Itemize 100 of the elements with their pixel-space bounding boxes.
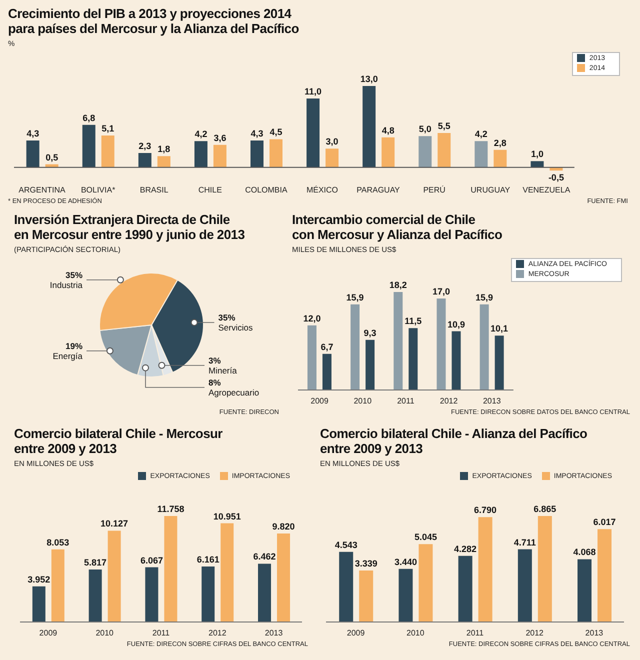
data-label: 6.017: [593, 517, 616, 528]
data-label: 10.127: [100, 518, 128, 529]
data-label: 5,5: [438, 120, 450, 131]
slice-label: Agropecuario: [208, 387, 260, 398]
data-label: 9,3: [364, 328, 376, 338]
data-label: 3.440: [394, 556, 417, 567]
bar: [108, 530, 121, 622]
data-label: -0,5: [548, 172, 564, 183]
data-label: 2,8: [494, 138, 506, 148]
bar: [418, 136, 432, 168]
slice-label: Energía: [52, 350, 83, 361]
data-label: 3,6: [214, 132, 226, 143]
bar: [494, 150, 507, 168]
data-label: 35%: [65, 270, 83, 280]
data-label: 3%: [208, 355, 222, 366]
data-label: 5,0: [418, 124, 432, 134]
bar: [394, 292, 403, 390]
data-label: 17,0: [432, 286, 450, 296]
bar: [270, 139, 282, 168]
bar: [458, 556, 472, 622]
bar: [194, 141, 208, 168]
data-label: 6.865: [534, 504, 556, 514]
slice-label: Industria: [50, 280, 83, 290]
data-label: 3.952: [28, 574, 50, 584]
data-label: 3.339: [354, 558, 378, 568]
bar: [32, 586, 46, 622]
data-label: 4.068: [573, 547, 596, 558]
bar: [366, 340, 375, 390]
bar: [438, 132, 451, 168]
data-label: 4,2: [474, 129, 488, 140]
x-tick-label: MÉXICO: [306, 186, 338, 195]
data-label: 11,0: [304, 86, 322, 97]
data-label: 18,2: [389, 280, 407, 290]
x-tick-label: 2013: [264, 628, 284, 638]
bar: [359, 570, 374, 622]
bar: [339, 552, 354, 622]
data-label: 11.758: [157, 504, 184, 514]
data-label: 10,1: [490, 324, 508, 334]
x-tick-label: PARAGUAY: [356, 186, 401, 195]
data-label: 35%: [218, 312, 236, 323]
bar: [213, 144, 226, 168]
bar: [145, 567, 158, 622]
x-tick-label: 2012: [208, 628, 227, 638]
slice-label: Servicios: [218, 322, 253, 333]
data-label: 10.951: [213, 511, 241, 522]
data-label: 11,5: [404, 316, 422, 326]
data-label: 4,8: [382, 125, 394, 136]
x-tick-label: PERÚ: [423, 186, 446, 195]
data-label: 6,8: [82, 112, 96, 123]
bar: [82, 124, 96, 168]
data-label: 13,0: [360, 74, 378, 84]
data-label: 2,3: [138, 141, 152, 152]
data-label: 9.820: [272, 521, 295, 532]
data-label: 6,7: [320, 342, 334, 352]
bar: [408, 328, 418, 390]
x-tick-label: 2011: [466, 628, 484, 638]
bar: [307, 325, 316, 390]
bar: [436, 298, 446, 390]
data-label: 5.817: [84, 558, 107, 568]
data-label: 19%: [65, 340, 83, 351]
bar: [598, 529, 612, 622]
data-label: 12,0: [303, 313, 321, 324]
chart-title: Comercio bilateral Chile - Mercosur entre 2009 y 2013: [14, 426, 224, 456]
bar: [250, 140, 264, 168]
bar: [164, 516, 178, 622]
bar: [452, 331, 461, 390]
data-label: 15,9: [346, 292, 364, 302]
data-label: 5.045: [414, 532, 437, 542]
bar: [138, 153, 152, 168]
data-label: 1,0: [530, 149, 544, 160]
bar: [480, 304, 489, 390]
x-tick-label: 2010: [96, 628, 114, 638]
bar: [518, 549, 532, 622]
data-label: 8%: [208, 377, 222, 388]
x-tick-label: VENEZUELA: [522, 186, 571, 195]
data-label: 3,0: [326, 136, 338, 147]
bar: [101, 135, 114, 168]
data-label: 6.790: [474, 505, 497, 516]
data-label: 4.282: [454, 544, 477, 554]
bar: [418, 544, 433, 622]
bar: [538, 516, 552, 622]
data-label: 4,5: [270, 127, 282, 138]
bar: [478, 517, 492, 622]
data-label: 8.053: [46, 537, 70, 548]
chart-title: Intercambio comercial de Chile con Mercosur y Alianza del Pacífico: [292, 212, 504, 242]
chart-title: Crecimiento del PIB a 2013 y proyecciones 2014 para países del Mercosur y la Alianza del Pacífico: [8, 6, 300, 36]
x-tick-label: CHILE: [198, 186, 222, 195]
bar: [398, 568, 413, 622]
data-label: 0,5: [46, 152, 58, 162]
x-tick-label: 2011: [152, 628, 170, 638]
data-label: 10,9: [447, 319, 465, 330]
data-label: 4.543: [334, 540, 358, 550]
data-label: 4.711: [514, 537, 536, 548]
data-label: 4,2: [194, 129, 208, 140]
data-label: 6.161: [196, 554, 220, 564]
bar: [258, 564, 272, 622]
x-tick-label: COLOMBIA: [245, 186, 288, 195]
x-tick-label: 2013: [482, 396, 502, 406]
bar: [530, 161, 544, 168]
x-tick-label: 2009: [346, 628, 366, 638]
